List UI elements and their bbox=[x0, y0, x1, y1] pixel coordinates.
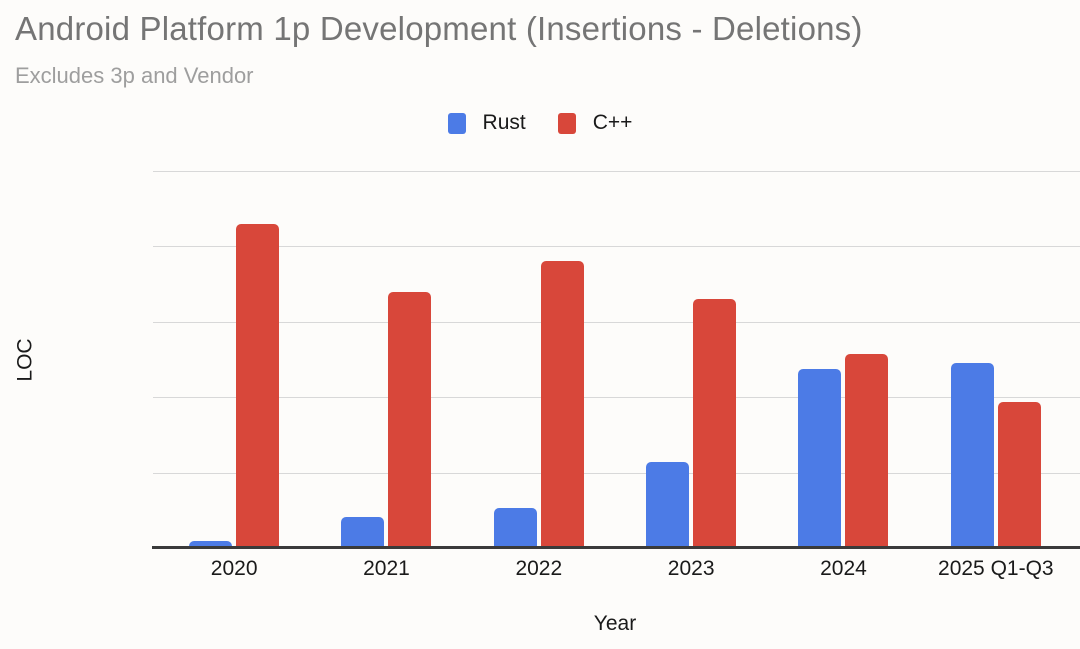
x-tick-label-2020: 2020 bbox=[210, 557, 258, 580]
bar-group-2022 bbox=[463, 260, 615, 548]
bar-c-2022 bbox=[540, 260, 584, 548]
gridline bbox=[153, 397, 1080, 399]
legend-item-cpp: C++ bbox=[557, 111, 633, 135]
bar-rust-2024 bbox=[798, 369, 842, 548]
chart-title: Android Platform 1p Development (Inserti… bbox=[15, 10, 863, 47]
bar-c-2025-q1-q3 bbox=[997, 401, 1041, 548]
bar-rust-2023 bbox=[646, 462, 690, 548]
bar-c-2021 bbox=[388, 291, 432, 548]
gridline bbox=[153, 171, 1080, 172]
bar-c-2024 bbox=[845, 353, 889, 548]
chart-subtitle: Excludes 3p and Vendor bbox=[15, 63, 254, 88]
bar-group-2025-q1-q3 bbox=[920, 363, 1072, 548]
legend-item-rust: Rust bbox=[447, 111, 526, 135]
x-tick-label-2022: 2022 bbox=[515, 557, 563, 580]
bar-c-2020 bbox=[236, 223, 280, 548]
legend-label-cpp: C++ bbox=[592, 111, 633, 134]
legend: Rust C++ bbox=[0, 111, 1080, 135]
bar-rust-2025-q1-q3 bbox=[950, 363, 994, 548]
bar-rust-2021 bbox=[341, 517, 385, 548]
bar-group-2024 bbox=[767, 353, 919, 548]
gridline bbox=[153, 472, 1080, 474]
bar-c-2023 bbox=[693, 299, 737, 548]
bar-series-container bbox=[158, 171, 1072, 548]
x-tick-labels: 2020 2021 2022 2023 2024 2025 Q1-Q3 bbox=[158, 557, 1072, 581]
bar-group-2023 bbox=[615, 299, 767, 548]
gridline bbox=[153, 321, 1080, 323]
x-axis-line bbox=[152, 546, 1080, 549]
bar-group-2020 bbox=[158, 223, 310, 548]
rust-series-swatch bbox=[447, 112, 466, 134]
gridlines bbox=[153, 171, 1080, 548]
legend-label-rust: Rust bbox=[482, 111, 526, 134]
x-tick-label-2021: 2021 bbox=[363, 557, 410, 580]
bar-rust-2022 bbox=[493, 508, 537, 548]
x-tick-label-2025-q1-q3: 2025 Q1-Q3 bbox=[938, 557, 1054, 580]
x-axis-title: Year bbox=[593, 612, 637, 635]
x-tick-label-2024: 2024 bbox=[820, 557, 867, 580]
y-axis-title: LOC bbox=[3, 171, 49, 548]
bar-rust-2020 bbox=[189, 541, 233, 548]
plot-area bbox=[152, 171, 1080, 549]
y-axis-title-text: LOC bbox=[14, 337, 37, 382]
bar-group-2021 bbox=[310, 291, 462, 548]
x-tick-label-2023: 2023 bbox=[667, 557, 715, 580]
gridline bbox=[153, 246, 1080, 248]
cpp-series-swatch bbox=[557, 112, 576, 134]
